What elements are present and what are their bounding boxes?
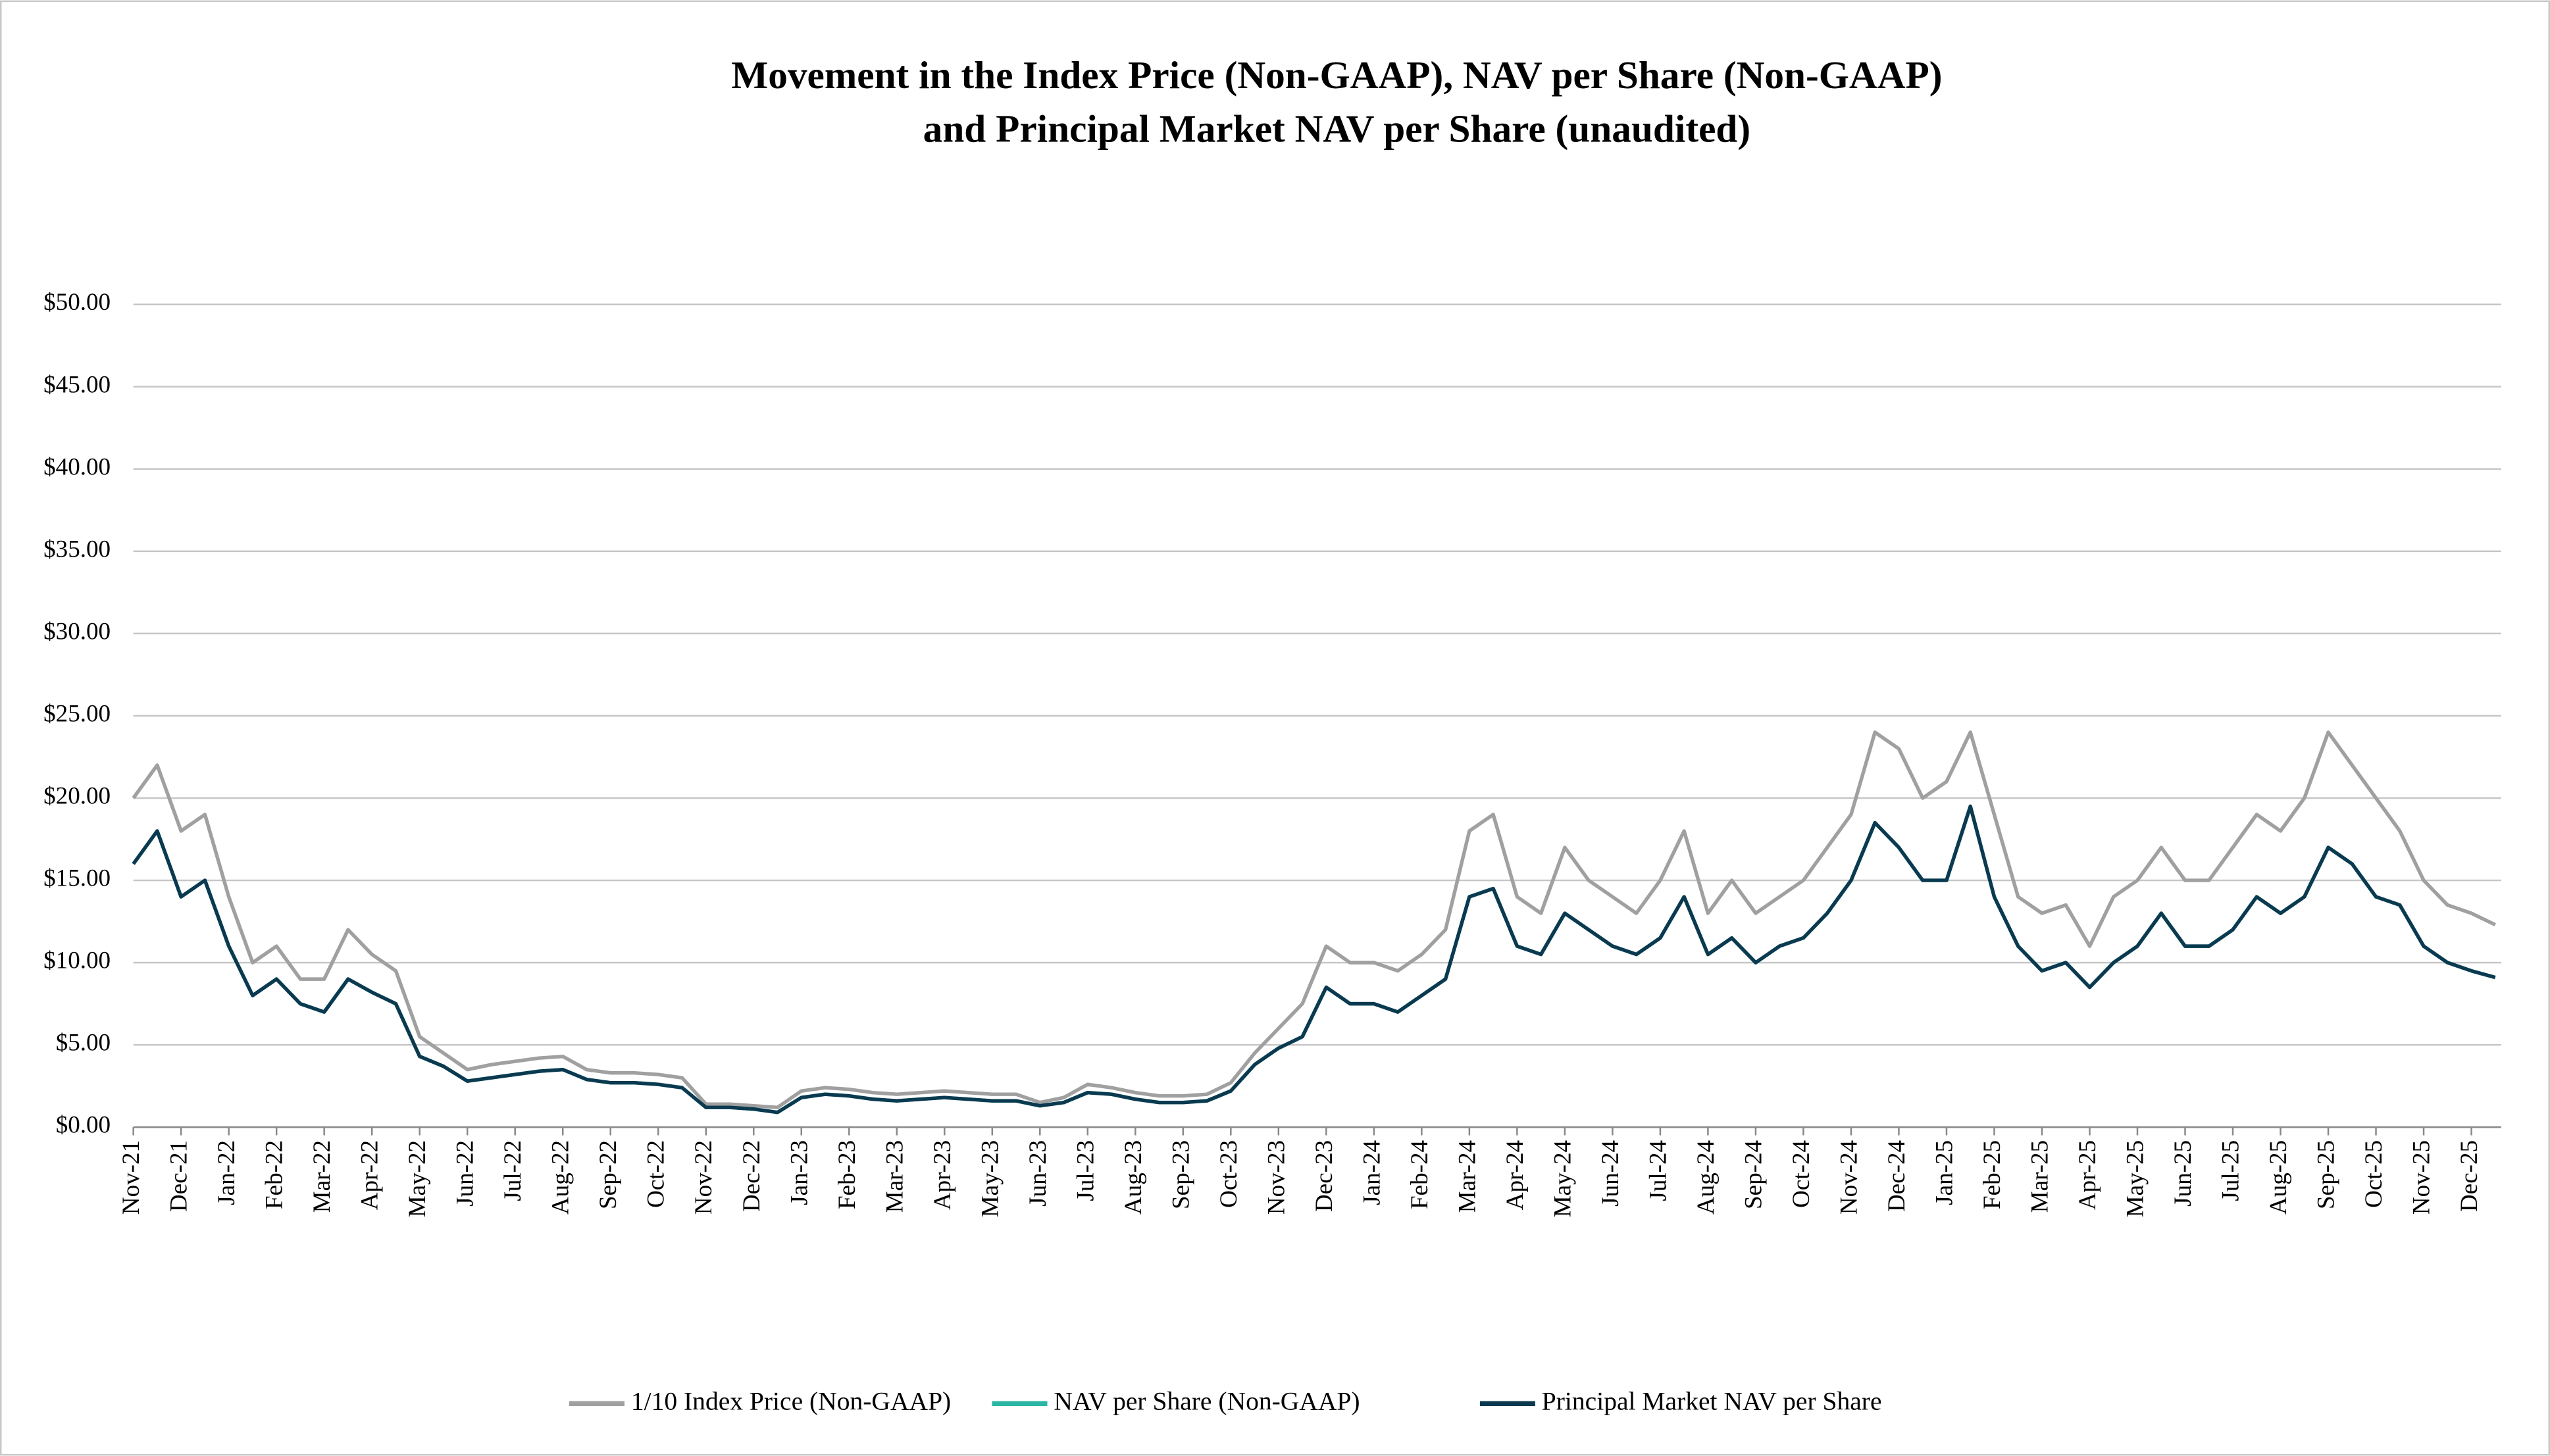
x-tick-label: May-25 [2122, 1140, 2149, 1217]
x-tick-label: Jan-25 [1931, 1140, 1958, 1205]
x-tick-label: Jun-24 [1597, 1140, 1624, 1207]
x-tick-label: Oct-23 [1215, 1140, 1242, 1208]
x-tick-label: Jul-25 [2218, 1140, 2245, 1201]
x-tick-label: Jan-22 [213, 1140, 240, 1205]
x-tick-label: Jul-24 [1645, 1140, 1671, 1201]
x-tick-label: Aug-25 [2265, 1140, 2292, 1215]
x-tick-label: Jul-23 [1072, 1140, 1099, 1201]
y-tick-label: $30.00 [43, 618, 111, 645]
x-tick-label: Mar-25 [2026, 1140, 2053, 1213]
x-tick-label: Sep-25 [2313, 1140, 2340, 1209]
y-tick-label: $45.00 [43, 371, 111, 398]
x-tick-label: Sep-22 [595, 1140, 622, 1209]
x-tick-label: Sep-24 [1740, 1140, 1767, 1209]
x-tick-label: Apr-25 [2074, 1140, 2101, 1210]
x-tick-label: Jan-24 [1358, 1140, 1385, 1205]
y-tick-label: $40.00 [43, 453, 111, 480]
x-tick-label: Jan-23 [786, 1140, 813, 1205]
x-tick-label: Nov-24 [1835, 1140, 1862, 1215]
y-tick-label: $0.00 [56, 1112, 111, 1139]
x-tick-label: Mar-22 [309, 1140, 336, 1213]
x-tick-label: May-23 [977, 1140, 1004, 1217]
x-tick-label: Mar-24 [1454, 1140, 1481, 1213]
x-tick-label: Dec-24 [1883, 1140, 1910, 1212]
x-tick-label: Feb-25 [1979, 1140, 2006, 1209]
x-tick-label: Nov-23 [1263, 1140, 1290, 1215]
x-tick-label: Apr-24 [1502, 1140, 1529, 1210]
x-tick-label: Nov-25 [2409, 1140, 2435, 1215]
y-tick-label: $35.00 [43, 536, 111, 563]
x-tick-label: Dec-21 [166, 1140, 193, 1212]
x-tick-label: May-24 [1549, 1140, 1576, 1217]
chart-title: and Principal Market NAV per Share (unau… [923, 107, 1750, 151]
x-tick-label: Jul-22 [499, 1140, 526, 1201]
x-tick-label: Aug-24 [1693, 1140, 1720, 1215]
legend-label: NAV per Share (Non-GAAP) [1054, 1386, 1360, 1415]
x-tick-label: Aug-22 [548, 1140, 574, 1215]
x-tick-label: Jun-23 [1025, 1140, 1052, 1207]
x-tick-label: Apr-22 [357, 1140, 384, 1210]
x-tick-label: Dec-22 [738, 1140, 765, 1212]
x-tick-label: Feb-22 [261, 1140, 288, 1209]
y-tick-label: $20.00 [43, 783, 111, 810]
x-tick-label: Oct-25 [2360, 1140, 2387, 1208]
legend-label: 1/10 Index Price (Non-GAAP) [631, 1386, 951, 1415]
y-tick-label: $15.00 [43, 865, 111, 892]
series-line [132, 804, 2496, 1115]
legend-label: Principal Market NAV per Share [1542, 1386, 1882, 1415]
x-tick-label: Feb-23 [834, 1140, 861, 1209]
y-tick-label: $10.00 [43, 947, 111, 974]
series-line [132, 730, 2496, 1109]
x-tick-label: Nov-21 [118, 1140, 145, 1215]
x-tick-label: Nov-22 [690, 1140, 717, 1215]
x-tick-label: Oct-22 [643, 1140, 670, 1208]
x-tick-label: May-22 [404, 1140, 431, 1217]
x-tick-label: Mar-23 [881, 1140, 908, 1213]
chart-title: Movement in the Index Price (Non-GAAP), … [731, 53, 1942, 97]
x-tick-label: Feb-24 [1406, 1140, 1433, 1209]
x-tick-label: Aug-23 [1120, 1140, 1147, 1215]
y-tick-label: $50.00 [43, 289, 111, 316]
x-tick-label: Apr-23 [929, 1140, 956, 1210]
x-tick-label: Dec-25 [2456, 1140, 2483, 1212]
y-tick-label: $5.00 [56, 1030, 111, 1057]
x-tick-label: Jun-25 [2170, 1140, 2197, 1207]
x-tick-label: Dec-23 [1311, 1140, 1338, 1212]
x-tick-label: Jun-22 [452, 1140, 479, 1207]
x-tick-label: Sep-23 [1167, 1140, 1194, 1209]
x-tick-label: Oct-24 [1788, 1140, 1815, 1208]
y-tick-label: $25.00 [43, 700, 111, 727]
